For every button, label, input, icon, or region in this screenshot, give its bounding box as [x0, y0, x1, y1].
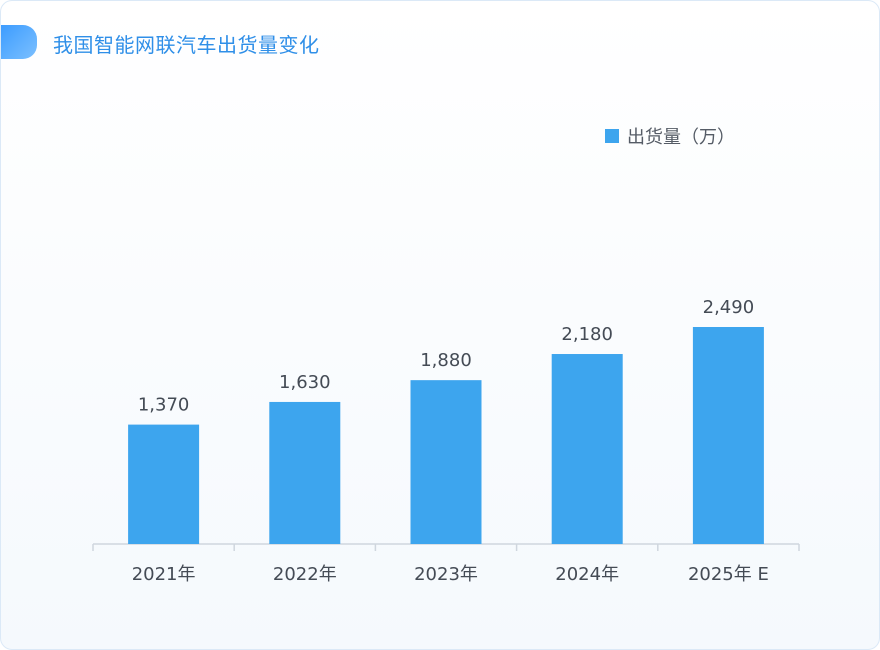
title-accent-bar: [1, 25, 37, 59]
data-label: 2,180: [561, 324, 613, 345]
legend-label: 出货量（万）: [627, 127, 735, 148]
x-tick-label: 2024年: [555, 564, 619, 585]
data-label: 2,490: [703, 297, 755, 318]
x-tick-label: 2022年: [273, 564, 337, 585]
bar: [410, 380, 482, 544]
bar: [692, 327, 764, 544]
data-label: 1,630: [279, 372, 331, 393]
x-tick-label: 2025年 E: [688, 564, 769, 585]
data-label: 1,880: [420, 350, 472, 371]
x-tick-label: 2023年: [414, 564, 478, 585]
bar: [269, 401, 341, 544]
bar: [551, 354, 623, 544]
data-label: 1,370: [138, 395, 190, 416]
bar: [128, 424, 200, 544]
chart-title: 我国智能网联汽车出货量变化: [53, 33, 320, 57]
legend: 出货量（万）: [605, 123, 735, 149]
x-tick-label: 2021年: [132, 564, 196, 585]
legend-swatch: [605, 129, 619, 143]
